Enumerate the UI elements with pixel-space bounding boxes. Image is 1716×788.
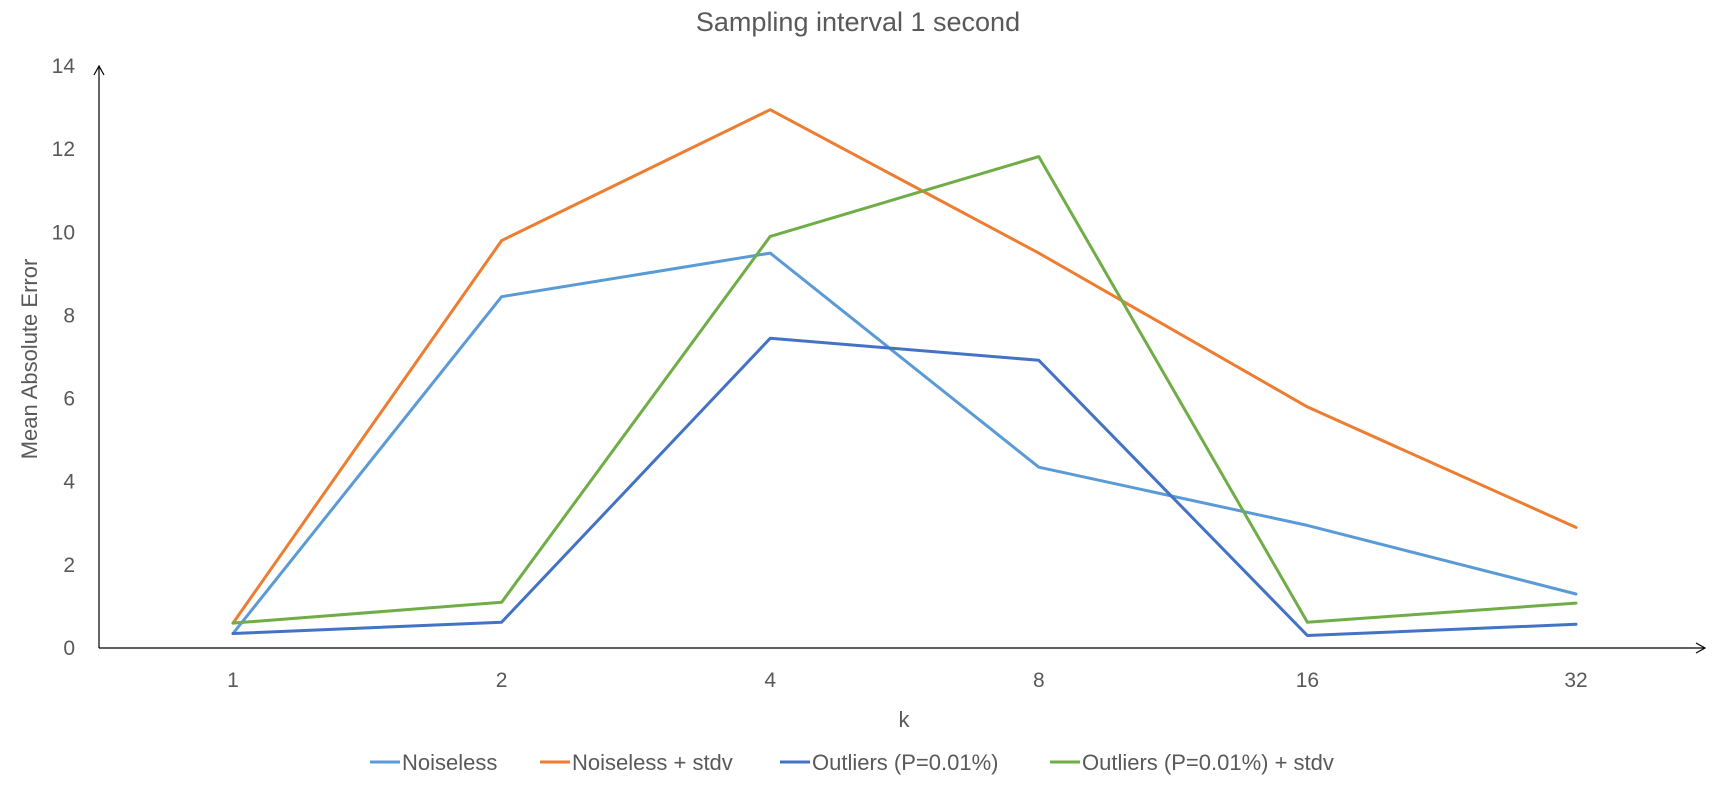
x-tick-label: 8 [1033, 669, 1045, 692]
x-tick-label: 4 [764, 669, 776, 692]
y-tick-label: 10 [52, 221, 75, 244]
y-tick-label: 14 [52, 55, 76, 78]
series-lines [231, 108, 1578, 637]
y-tick-label: 2 [63, 554, 75, 577]
x-tick-label: 32 [1564, 669, 1587, 692]
series-line-outliers-p-0-01-stdv [231, 155, 1578, 625]
legend-label: Outliers (P=0.01%) [812, 750, 998, 775]
series-line-noiseless [231, 251, 1578, 635]
legend-label: Noiseless [402, 750, 497, 775]
y-tick-label: 0 [63, 637, 75, 660]
x-tick-label: 16 [1296, 669, 1319, 692]
y-tick-label: 4 [63, 471, 75, 494]
y-tick-labels: 0 2 4 6 8 10 12 14 [52, 55, 76, 660]
y-axis-title: Mean Absolute Error [17, 259, 42, 460]
x-axis-arrow [1695, 642, 1707, 654]
x-tick-labels: 1 2 4 8 16 32 [227, 669, 1588, 692]
x-tick-label: 2 [496, 669, 508, 692]
legend: Noiseless Noiseless + stdv Outliers (P=0.0… [370, 750, 1334, 775]
series-line-noiseless-stdv [231, 108, 1578, 625]
x-tick-label: 1 [227, 669, 239, 692]
axes [93, 64, 1707, 654]
y-tick-label: 8 [63, 304, 75, 327]
y-tick-label: 6 [63, 388, 75, 411]
legend-label: Noiseless + stdv [572, 750, 733, 775]
chart-title: Sampling interval 1 second [696, 7, 1020, 37]
legend-label: Outliers (P=0.01%) + stdv [1082, 750, 1334, 775]
y-axis-arrow [93, 64, 105, 76]
y-tick-label: 12 [52, 138, 75, 161]
series-line-outliers-p-0-01 [231, 336, 1578, 637]
x-axis-title: k [899, 707, 911, 732]
